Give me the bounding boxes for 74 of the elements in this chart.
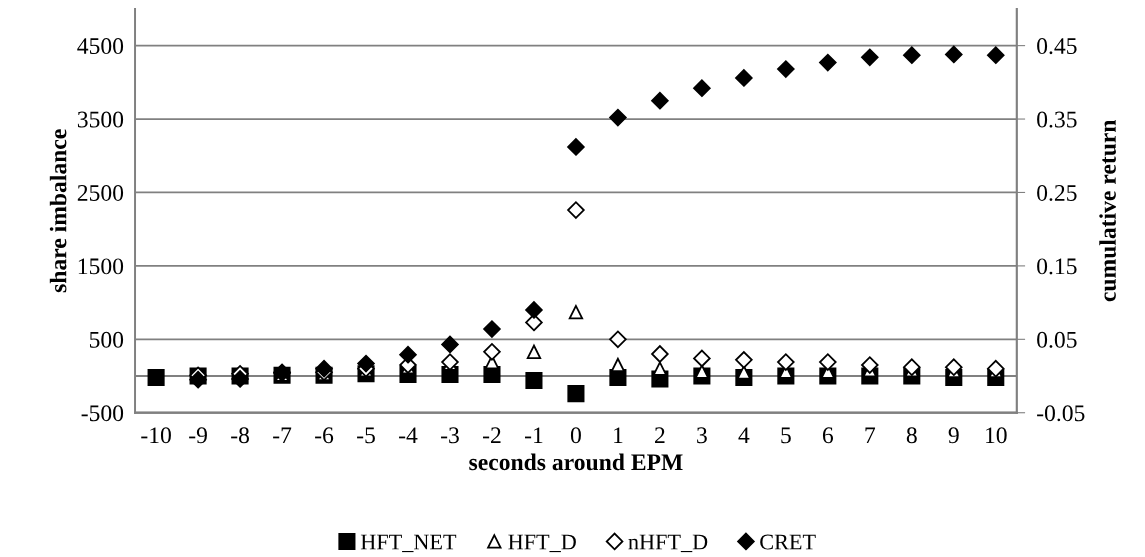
x-tick-label: 6 bbox=[822, 427, 834, 444]
point bbox=[526, 344, 542, 359]
point bbox=[315, 359, 333, 378]
point bbox=[399, 345, 417, 364]
point bbox=[567, 201, 585, 219]
x-tick-label: 0 bbox=[570, 427, 581, 444]
point bbox=[525, 371, 543, 389]
point bbox=[735, 69, 753, 87]
point bbox=[693, 349, 711, 368]
point bbox=[945, 358, 963, 376]
point bbox=[651, 345, 669, 363]
x-tick-label: -8 bbox=[231, 427, 249, 444]
point bbox=[483, 320, 501, 338]
x-tick-label: 7 bbox=[865, 427, 876, 444]
point bbox=[651, 91, 669, 110]
x-tick-label: 3 bbox=[697, 427, 707, 444]
x-tick-label: 8 bbox=[906, 427, 917, 444]
point bbox=[777, 353, 795, 371]
x-tick-label: -1 bbox=[525, 427, 543, 444]
point bbox=[609, 330, 627, 349]
x-tick-label: -9 bbox=[189, 427, 207, 444]
x-tick-label: -3 bbox=[441, 427, 459, 444]
y2-axis-title: cumulative return bbox=[1099, 119, 1116, 302]
point bbox=[693, 79, 711, 97]
y2-tick-label: 0.15 bbox=[1037, 258, 1077, 275]
y2-tick-label: 0.35 bbox=[1037, 111, 1077, 128]
x-tick-label: 5 bbox=[781, 427, 791, 444]
point bbox=[819, 53, 837, 72]
point bbox=[735, 351, 753, 369]
x-tick-label: 9 bbox=[948, 427, 959, 444]
point bbox=[945, 45, 963, 64]
y-axis-title: share imbalance bbox=[49, 129, 67, 293]
x-tick-label: -7 bbox=[273, 427, 292, 444]
y2-tick-label: 0.45 bbox=[1037, 38, 1077, 55]
y-tick-label: 500 bbox=[89, 331, 124, 348]
point bbox=[903, 46, 921, 64]
legend-label: nHFT_D bbox=[628, 534, 708, 553]
x-axis-title: seconds around EPM bbox=[469, 453, 683, 471]
point bbox=[189, 370, 207, 389]
y2-tick-label: 0.25 bbox=[1037, 184, 1077, 201]
x-tick-label: 4 bbox=[738, 427, 750, 444]
y-tick-label: 1500 bbox=[78, 258, 124, 275]
legend-label: HFT_D bbox=[508, 534, 576, 553]
x-tick-label: -6 bbox=[315, 427, 334, 444]
point bbox=[610, 357, 626, 373]
x-tick-label: -4 bbox=[399, 427, 418, 444]
point bbox=[861, 356, 879, 374]
y-tick-label: 4500 bbox=[77, 38, 124, 55]
x-tick-label: 10 bbox=[986, 427, 1007, 444]
point bbox=[987, 46, 1005, 64]
y2-tick-label: -0.05 bbox=[1037, 405, 1085, 422]
point bbox=[441, 335, 459, 354]
y-tick-label: 2500 bbox=[77, 184, 124, 201]
y-tick-label: 3500 bbox=[77, 111, 124, 128]
point bbox=[525, 301, 543, 319]
x-tick-label: -2 bbox=[483, 427, 501, 444]
point bbox=[147, 368, 165, 387]
y-tick-label: -500 bbox=[81, 405, 124, 422]
y2-tick-label: 0.05 bbox=[1037, 331, 1077, 348]
point bbox=[861, 48, 879, 67]
legend-label: HFT_NET bbox=[360, 534, 457, 553]
point bbox=[357, 354, 375, 373]
point bbox=[567, 385, 585, 403]
x-tick-label: 2 bbox=[655, 427, 665, 444]
point bbox=[609, 108, 627, 127]
legend-label: CRET bbox=[760, 534, 816, 550]
point bbox=[819, 353, 837, 371]
point bbox=[483, 343, 501, 361]
x-tick-label: -10 bbox=[141, 427, 171, 444]
x-tick-label: -5 bbox=[357, 427, 375, 444]
point bbox=[568, 304, 584, 320]
point bbox=[777, 60, 795, 78]
x-tick-label: 1 bbox=[614, 427, 623, 444]
point bbox=[567, 138, 585, 156]
